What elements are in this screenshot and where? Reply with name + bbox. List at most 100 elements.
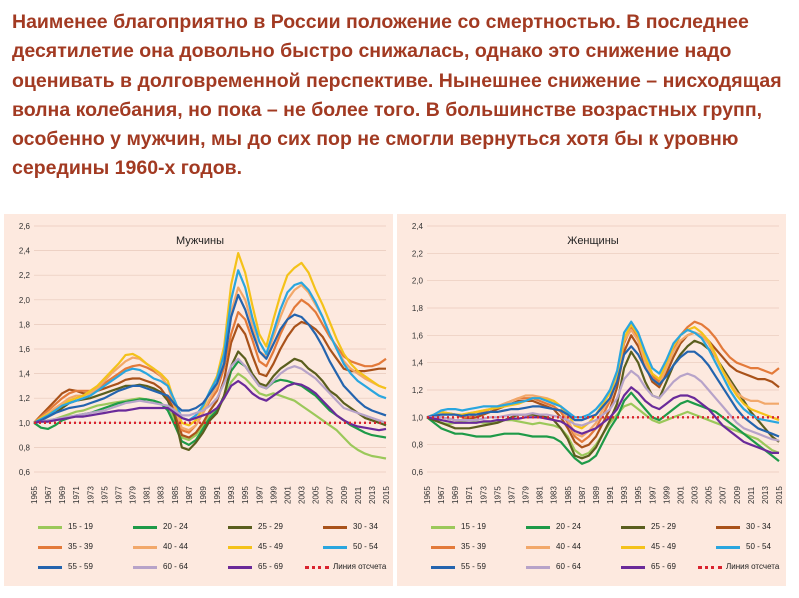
chart-title: Мужчины xyxy=(176,235,224,247)
legend-item: 30 - 34 xyxy=(688,520,783,534)
x-tick-label: 1987 xyxy=(578,486,587,504)
legend-label: 30 - 34 xyxy=(353,522,378,531)
x-tick-label: 1989 xyxy=(592,486,601,504)
legend-item: 55 - 59 xyxy=(10,560,105,574)
men-series-line-9 xyxy=(33,357,387,424)
legend-item: 30 - 34 xyxy=(295,520,390,534)
legend-swatch xyxy=(698,566,722,569)
legend-label: 60 - 64 xyxy=(556,562,581,571)
women-series-line-9 xyxy=(427,369,780,442)
legend-label: Линия отсчета xyxy=(333,562,387,571)
women-series-line-7 xyxy=(426,320,780,424)
legend-swatch xyxy=(526,566,550,569)
legend-label: 35 - 39 xyxy=(461,542,486,551)
legend-item: 15 - 19 xyxy=(403,520,498,534)
y-tick-label: 1,8 xyxy=(412,304,424,313)
legend-label: 25 - 29 xyxy=(651,522,676,531)
legend-item: 65 - 69 xyxy=(200,560,295,574)
legend-label: 55 - 59 xyxy=(461,562,486,571)
legend-label: 25 - 29 xyxy=(258,522,283,531)
y-tick-label: 1,8 xyxy=(19,320,31,329)
legend-label: 35 - 39 xyxy=(68,542,93,551)
legend-swatch xyxy=(431,566,455,569)
x-tick-label: 1991 xyxy=(606,486,615,504)
women-series-line-10 xyxy=(426,386,779,454)
y-tick-label: 1,6 xyxy=(19,345,31,354)
x-tick-label: 1993 xyxy=(620,486,629,504)
legend-swatch xyxy=(323,526,347,529)
chart-women: 0,6 0,8 1,0 1,2 1,4 1,6 1,8 2,0 2,2 2,4 1965 1967 19… xyxy=(412,222,784,504)
legend-item: 35 - 39 xyxy=(403,540,498,554)
x-tick-label: 1987 xyxy=(185,486,194,504)
y-tick-label: 2,2 xyxy=(19,271,31,280)
x-tick-label: 1997 xyxy=(648,486,657,504)
chart-title: Женщины xyxy=(567,235,618,247)
x-tick-label: 1997 xyxy=(255,486,264,504)
men-series-line-2 xyxy=(33,350,387,451)
legend-label: 40 - 44 xyxy=(556,542,581,551)
x-tick-label: 1995 xyxy=(241,486,250,504)
x-tick-label: 2003 xyxy=(298,486,307,504)
y-tick-label: 1,4 xyxy=(19,370,31,379)
legend-label: Линия отсчета xyxy=(726,562,780,571)
x-tick-label: 2011 xyxy=(747,486,756,504)
x-tick-label: 1999 xyxy=(269,486,278,504)
legend-swatch xyxy=(228,546,252,549)
legend-swatch xyxy=(621,526,645,529)
legend-swatch xyxy=(133,546,157,549)
legend-swatch xyxy=(228,526,252,529)
legend-swatch xyxy=(431,526,455,529)
x-tick-label: 1975 xyxy=(493,486,502,504)
x-tick-label: 1985 xyxy=(564,486,573,504)
legend-item: 25 - 29 xyxy=(593,520,688,534)
legend-item: Линия отсчета xyxy=(688,560,783,574)
x-tick-label: 2013 xyxy=(761,486,770,504)
x-tick-label: 2013 xyxy=(368,486,377,504)
x-tick-label: 2009 xyxy=(733,486,742,504)
legend-item: 60 - 64 xyxy=(498,560,593,574)
legend-swatch xyxy=(526,526,550,529)
x-tick-label: 2003 xyxy=(691,486,700,504)
x-tick-label: 2001 xyxy=(283,486,292,504)
women-series-line-1 xyxy=(426,391,780,465)
legend-item: 45 - 49 xyxy=(593,540,688,554)
x-tick-label: 1969 xyxy=(58,486,67,504)
x-tick-label: 1981 xyxy=(143,486,152,504)
legend-swatch xyxy=(621,546,645,549)
legend-item: 15 - 19 xyxy=(10,520,105,534)
legend-swatch xyxy=(716,526,740,529)
legend-label: 40 - 44 xyxy=(163,542,188,551)
y-tick-label: 0,8 xyxy=(19,443,31,452)
y-tick-label: 1,6 xyxy=(412,331,424,340)
x-tick-label: 1969 xyxy=(451,486,460,504)
x-tick-label: 2015 xyxy=(382,486,391,504)
chart-men-panel: 0,6 0,8 1,0 1,2 1,4 1,6 1,8 2,0 2,2 2,4 2,6 1965 196… xyxy=(4,214,393,586)
legend-label: 65 - 69 xyxy=(258,562,283,571)
x-tick-label: 2001 xyxy=(676,486,685,504)
legend-label: 50 - 54 xyxy=(353,542,378,551)
slide-heading: Наименее благоприятно в России положение… xyxy=(12,11,782,180)
chart-women-legend: 15 - 19 20 - 24 25 - 29 30 - 34 35 - 39 40 - … xyxy=(403,518,783,584)
legend-item: 50 - 54 xyxy=(688,540,783,554)
legend-label: 20 - 24 xyxy=(163,522,188,531)
y-tick-label: 2,4 xyxy=(19,247,31,256)
legend-swatch xyxy=(716,546,740,549)
x-tick-label: 1995 xyxy=(634,486,643,504)
legend-label: 15 - 19 xyxy=(461,522,486,531)
y-tick-label: 2,2 xyxy=(412,249,424,258)
legend-item: 55 - 59 xyxy=(403,560,498,574)
legend-item: 50 - 54 xyxy=(295,540,390,554)
legend-item: 35 - 39 xyxy=(10,540,105,554)
x-tick-label: 1979 xyxy=(522,486,531,504)
chart-men: 0,6 0,8 1,0 1,2 1,4 1,6 1,8 2,0 2,2 2,4 2,6 1965 196… xyxy=(19,222,391,504)
legend-swatch xyxy=(305,566,329,569)
x-tick-label: 1993 xyxy=(227,486,236,504)
legend-swatch xyxy=(38,566,62,569)
women-series-line-8 xyxy=(426,345,780,438)
x-tick-label: 2015 xyxy=(775,486,784,504)
legend-swatch xyxy=(228,566,252,569)
x-tick-label: 1967 xyxy=(437,486,446,504)
men-series-line-7 xyxy=(33,269,387,424)
x-tick-label: 1973 xyxy=(479,486,488,504)
legend-label: 45 - 49 xyxy=(258,542,283,551)
